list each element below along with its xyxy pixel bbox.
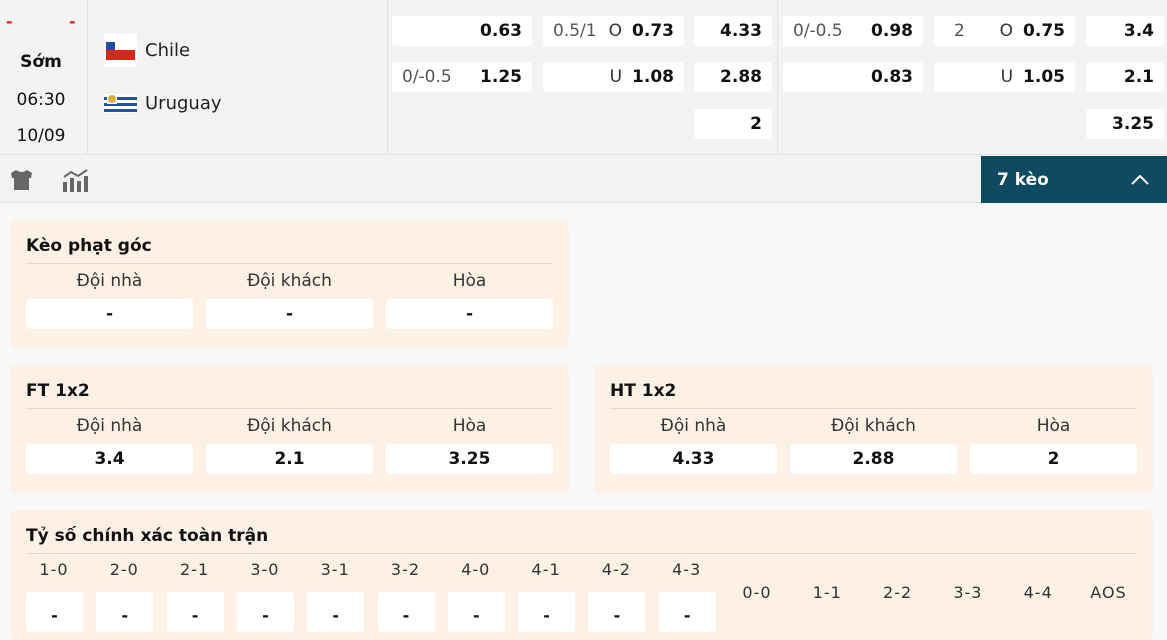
match-row: - - Sớm 06:30 10/09 Chile Uruguay 0.63 0… — [0, 0, 1167, 155]
match-date: 10/09 — [16, 126, 66, 146]
toolbar — [0, 155, 1167, 203]
col-label: Đội nhà — [76, 271, 143, 291]
chile-flag-icon — [104, 34, 137, 67]
score-odds-cell[interactable]: - — [307, 592, 365, 632]
score-label: 2-1 — [180, 560, 210, 579]
score-label: 3-3 — [953, 583, 983, 602]
odds-h1-2[interactable]: 2.1 — [1086, 62, 1164, 92]
odds-cell[interactable]: - — [386, 299, 553, 329]
home-score: - — [6, 12, 13, 31]
odds-cell[interactable]: 2.88 — [790, 444, 957, 474]
odds-ft-hdp-home[interactable]: 0.63 — [392, 16, 532, 46]
score-odds-cell[interactable]: - — [518, 592, 576, 632]
score-label: 1-1 — [812, 583, 842, 602]
score-label: 3-2 — [390, 560, 421, 579]
away-score: - — [69, 12, 76, 31]
away-team[interactable]: Uruguay — [104, 87, 222, 120]
col-label: Đội nhà — [660, 416, 727, 436]
col-label: Đội khách — [247, 271, 332, 291]
odds-ft-2[interactable]: 2.88 — [694, 62, 772, 92]
score-odds-cell[interactable]: - — [236, 592, 294, 632]
col-label: Đội khách — [831, 416, 916, 436]
ht1x2-title: HT 1x2 — [610, 381, 677, 401]
score-odds-cell[interactable]: - — [377, 592, 435, 632]
score-odds-cell[interactable]: - — [26, 592, 83, 632]
score-odds-cell[interactable]: - — [447, 592, 505, 632]
odds-h1-hdp-home[interactable]: 0/-0.5 0.98 — [783, 16, 923, 46]
corner-panel: Kèo phạt góc Đội nhà - Đội khách - Hòa - — [10, 220, 569, 348]
score-odds-cell[interactable]: - — [588, 592, 646, 632]
odds-ft-hdp-away[interactable]: 0/-0.5 1.25 — [392, 62, 532, 92]
score-label: 4-3 — [672, 560, 702, 579]
home-team[interactable]: Chile — [104, 34, 190, 67]
odds-cell[interactable]: - — [206, 299, 373, 329]
score-label: 4-2 — [601, 560, 631, 579]
col-label: Hòa — [452, 416, 487, 436]
match-time: 06:30 — [16, 90, 66, 110]
score-label: 3-1 — [320, 560, 350, 579]
correct-score-title: Tỷ số chính xác toàn trận — [26, 526, 269, 546]
correct-score-panel: Tỷ số chính xác toàn trận 1-0 - 2-0 - 2-1 - 3-… — [10, 510, 1153, 640]
odds-cell[interactable]: 3.25 — [386, 444, 553, 474]
score-label: 4-4 — [1023, 583, 1053, 602]
chevron-up-icon — [1131, 174, 1149, 185]
score-label: 2-0 — [109, 560, 139, 579]
score-odds-cell[interactable]: - — [166, 592, 224, 632]
odds-ft-under[interactable]: U 1.08 — [543, 62, 684, 92]
score-label: 4-1 — [531, 560, 561, 579]
match-status: Sớm — [20, 52, 62, 72]
col-label: Hòa — [452, 271, 487, 291]
corner-title: Kèo phạt góc — [26, 236, 152, 256]
odds-ft-1[interactable]: 4.33 — [694, 16, 772, 46]
odds-cell[interactable]: - — [26, 299, 193, 329]
col-label: Đội khách — [247, 416, 332, 436]
markets-toggle-button[interactable]: 7 kèo — [981, 156, 1167, 203]
score-label: 4-0 — [461, 560, 491, 579]
ft1x2-title: FT 1x2 — [26, 381, 90, 401]
home-team-name: Chile — [145, 40, 191, 61]
away-team-name: Uruguay — [145, 93, 222, 114]
score-label: 2-2 — [883, 583, 913, 602]
odds-ft-x[interactable]: 2 — [694, 109, 772, 139]
odds-cell[interactable]: 4.33 — [610, 444, 777, 474]
uruguay-flag-icon — [104, 87, 137, 120]
ft1x2-panel: FT 1x2 Đội nhà 3.4 Đội khách 2.1 Hòa 3.25 — [10, 365, 569, 493]
score-odds-cell[interactable]: - — [658, 592, 716, 632]
col-label: Hòa — [1036, 416, 1071, 436]
odds-cell[interactable]: 3.4 — [26, 444, 193, 474]
odds-h1-under[interactable]: U 1.05 — [934, 62, 1075, 92]
score-label: 3-0 — [250, 560, 280, 579]
score-label: 1-0 — [39, 560, 69, 579]
odds-h1-over[interactable]: 2 O 0.75 — [934, 16, 1075, 46]
odds-cell[interactable]: 2 — [970, 444, 1137, 474]
stats-icon[interactable] — [62, 168, 90, 193]
ht1x2-panel: HT 1x2 Đội nhà 4.33 Đội khách 2.88 Hòa 2 — [594, 365, 1153, 493]
col-label: Đội nhà — [76, 416, 143, 436]
odds-h1-hdp-away[interactable]: 0.83 — [783, 62, 923, 92]
odds-h1-x[interactable]: 3.25 — [1086, 109, 1164, 139]
score-odds-cell[interactable]: - — [96, 592, 154, 632]
score-label: AOS — [1090, 583, 1127, 602]
odds-cell[interactable]: 2.1 — [206, 444, 373, 474]
odds-h1-1[interactable]: 3.4 — [1086, 16, 1164, 46]
jersey-icon[interactable] — [10, 169, 33, 191]
markets-count: 7 kèo — [997, 169, 1049, 190]
score-label: 0-0 — [742, 583, 772, 602]
odds-ft-over[interactable]: 0.5/1 O 0.73 — [543, 16, 684, 46]
